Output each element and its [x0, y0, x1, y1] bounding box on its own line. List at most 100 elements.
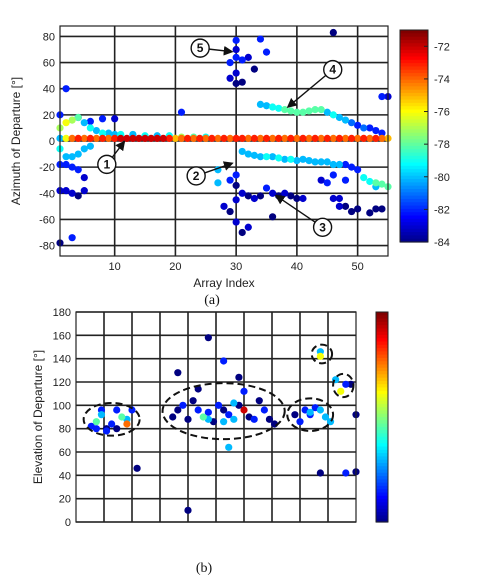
data-point — [329, 171, 337, 179]
annotation-circle — [97, 154, 117, 175]
data-point — [226, 176, 234, 184]
y-tick-label: 60 — [59, 447, 71, 459]
colorbar-b-segment — [376, 351, 388, 356]
data-point — [372, 134, 380, 142]
colorbar-a-segment — [400, 73, 428, 77]
colorbar-b-segment — [376, 357, 388, 362]
x-tick-label: 20 — [169, 261, 181, 273]
data-point — [293, 134, 301, 142]
colorbar-b-segment — [376, 423, 388, 428]
colorbar-a-segment — [400, 86, 428, 91]
panel-b-chart: 0 20 40 60 80 100 120 140 160 180 Elevation of De… — [31, 307, 389, 576]
data-point — [262, 153, 271, 161]
colorbar-a-segment — [400, 195, 428, 200]
data-point — [86, 117, 94, 125]
data-point — [123, 134, 131, 142]
data-point — [232, 45, 240, 54]
x-tick-label: 50 — [352, 261, 364, 273]
colorbar-a-segment — [400, 106, 428, 111]
colorbar-a-segment — [400, 225, 428, 230]
colorbar-b-segment — [376, 377, 388, 382]
data-point — [329, 160, 337, 169]
colorbar-a-segment — [400, 205, 428, 210]
data-point — [214, 134, 222, 142]
annotation-label: 3 — [319, 220, 326, 234]
data-point — [366, 177, 374, 186]
data-point — [341, 116, 350, 124]
colorbar-a-segment — [400, 192, 428, 197]
data-point — [317, 106, 325, 114]
colorbar-a-segment — [400, 198, 428, 203]
caption-b: (b) — [196, 561, 213, 576]
data-point — [311, 106, 319, 114]
colorbar-b-segment — [376, 371, 388, 375]
y-tick-label: 120 — [53, 377, 71, 389]
data-point — [262, 48, 271, 56]
data-point — [226, 74, 234, 82]
colorbar-b-segment — [376, 469, 388, 474]
annotation-arrow — [274, 194, 316, 223]
y-tick-label: 40 — [43, 84, 55, 96]
data-point — [118, 413, 126, 421]
colorbar-a-segment — [400, 49, 428, 54]
data-point — [250, 134, 258, 142]
data-point — [238, 228, 246, 237]
data-point — [250, 415, 258, 423]
colorbar-b-segment — [376, 466, 388, 471]
y-tick-label: 100 — [53, 400, 71, 412]
colorbar-b-segment — [376, 331, 388, 336]
colorbar-b-segment — [376, 443, 388, 448]
data-point — [260, 406, 268, 414]
cluster-ellipse-5 — [332, 372, 355, 399]
data-point — [268, 213, 277, 221]
data-point — [281, 189, 289, 197]
colorbar-b-segment — [376, 413, 388, 418]
colorbar-b-segment — [376, 495, 388, 500]
colorbar-b-segment — [376, 489, 388, 494]
data-point — [68, 163, 76, 171]
data-point — [281, 106, 289, 114]
data-point — [378, 180, 386, 188]
colorbar-b-segment — [376, 512, 388, 517]
colorbar-b-segment — [376, 417, 388, 421]
data-point — [202, 134, 210, 142]
data-point — [108, 420, 116, 428]
data-point — [316, 469, 324, 477]
data-point — [238, 147, 246, 156]
data-point — [92, 126, 101, 135]
y-tick-label: 180 — [53, 307, 71, 319]
colorbar-b-segment — [376, 502, 388, 507]
data-point — [347, 207, 356, 216]
plot-a-frame — [59, 25, 389, 257]
colorbar-b-segment — [376, 430, 388, 435]
y-axis-label: Azimuth of Departure [°] — [9, 77, 23, 205]
colorbar-a-segment — [400, 119, 428, 124]
data-point — [62, 160, 70, 169]
data-point — [113, 425, 121, 433]
data-point — [226, 134, 234, 142]
colorbar-a-segment — [400, 155, 428, 160]
y-tick-label: 160 — [53, 330, 71, 342]
colorbar-a-segment — [400, 99, 428, 104]
annotation-5: 5 — [190, 38, 234, 58]
colorbar-b-segment — [376, 436, 388, 441]
plot-b-ticks: 0 20 40 60 80 100 120 140 160 180 — [53, 307, 71, 529]
data-point — [141, 134, 149, 142]
colorbar-b-segment — [376, 387, 388, 392]
colorbar-b-segment — [376, 499, 388, 503]
colorbar-b-segment — [376, 338, 388, 343]
data-point — [256, 100, 265, 109]
data-point — [360, 134, 368, 142]
data-point — [296, 418, 304, 426]
data-point — [171, 134, 180, 142]
data-point — [68, 134, 76, 142]
colorbar-a-segment — [400, 89, 428, 94]
annotation-arrow — [111, 140, 126, 158]
y-tick-label: 0 — [49, 136, 55, 148]
data-point — [378, 134, 386, 142]
data-point — [238, 134, 246, 142]
cluster-ellipse-3 — [286, 397, 335, 432]
data-point — [337, 387, 345, 395]
data-point — [204, 408, 212, 416]
data-point — [92, 425, 100, 433]
